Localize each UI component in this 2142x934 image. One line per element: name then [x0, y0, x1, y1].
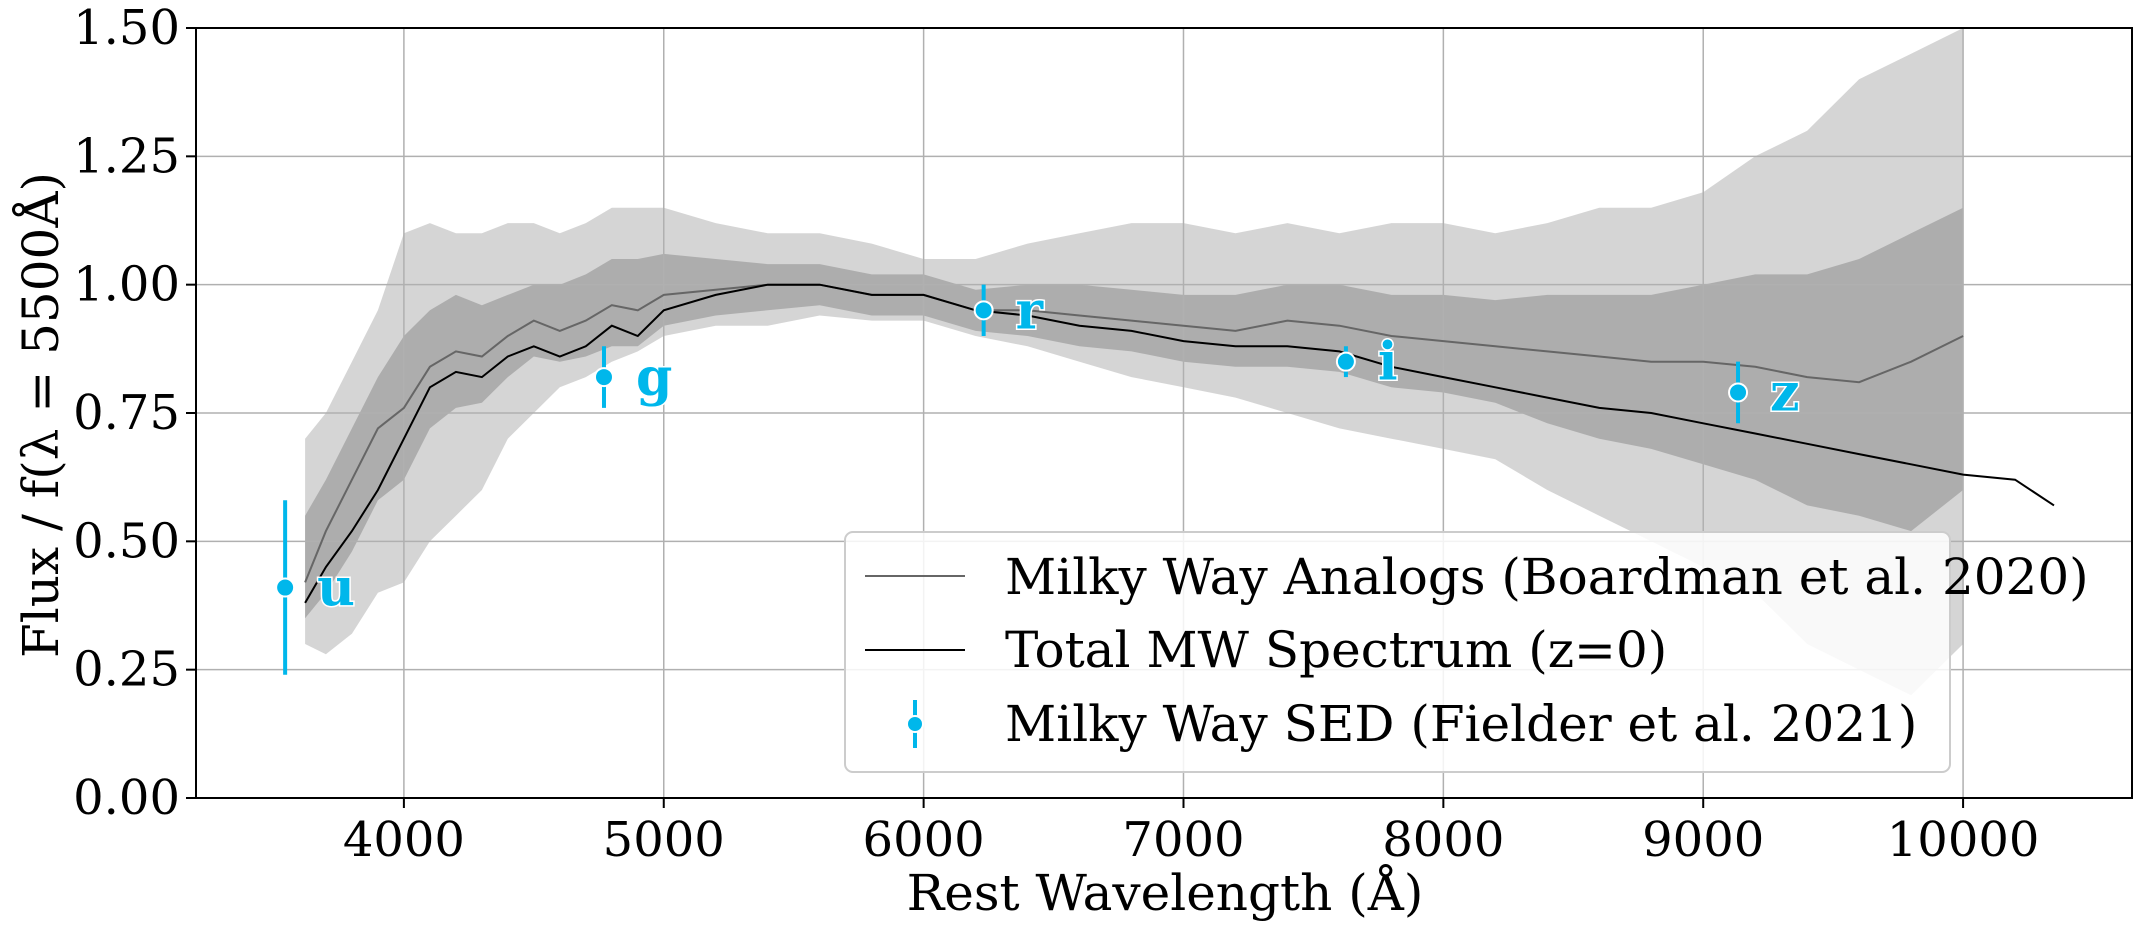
sed-band-label: r: [1016, 280, 1044, 341]
x-tick-label: 10000: [1887, 812, 2040, 868]
x-tick-label: 8000: [1382, 812, 1504, 868]
legend-label-analogs: Milky Way Analogs (Boardman et al. 2020): [1005, 548, 2089, 606]
sed-band-label: u: [317, 558, 355, 619]
y-tick-label: 0.25: [73, 642, 180, 698]
sed-marker: [275, 577, 296, 598]
sed-point-z: z: [1728, 361, 1801, 425]
sed-marker: [973, 300, 994, 321]
sed-band-label: z: [1770, 362, 1800, 423]
sed-points: u g r i z: [275, 279, 1801, 675]
sed-band-label: g: [636, 347, 672, 408]
y-tick-label: 0.75: [73, 385, 180, 441]
sed-marker: [593, 367, 614, 388]
x-tick-label: 6000: [863, 812, 985, 868]
x-tick-label: 7000: [1122, 812, 1244, 868]
series-line-total: [304, 283, 2055, 604]
sed-band-label: i: [1378, 332, 1398, 393]
spectra-lines: [304, 283, 2055, 604]
y-axis-label: Flux / f(λ = 5500Å): [11, 172, 70, 658]
legend-box: [844, 531, 1951, 773]
axis-ticks: 4000 5000 6000 7000 8000 9000 10000 0.00 0.25 0.5…: [73, 0, 2039, 868]
sed-point-i: i: [1335, 330, 1399, 394]
sed-point-u: u: [275, 500, 356, 675]
y-tick-label: 0.50: [73, 513, 180, 569]
analogs-outer-band: [305, 28, 1964, 696]
sed-point-r: r: [973, 279, 1045, 343]
x-tick-label: 9000: [1642, 812, 1764, 868]
analogs-inner-band: [305, 207, 1964, 619]
legend-label-total: Total MW Spectrum (z=0): [1005, 621, 1667, 679]
legend-swatch-sed-marker: [906, 715, 924, 733]
y-tick-label: 0.00: [73, 770, 180, 826]
x-tick-label: 5000: [603, 812, 725, 868]
x-axis-label: Rest Wavelength (Å): [907, 863, 1424, 922]
sed-marker: [1335, 351, 1356, 372]
x-tick-label: 4000: [343, 812, 465, 868]
sed-point-g: g: [593, 346, 674, 410]
legend: Milky Way Analogs (Boardman et al. 2020)…: [844, 531, 2089, 773]
y-tick-label: 1.00: [73, 257, 180, 313]
confidence-bands: [305, 28, 1964, 696]
sed-marker: [1728, 382, 1749, 403]
y-tick-label: 1.50: [73, 0, 180, 56]
y-tick-label: 1.25: [73, 128, 180, 184]
legend-label-sed: Milky Way SED (Fielder et al. 2021): [1005, 695, 1917, 753]
